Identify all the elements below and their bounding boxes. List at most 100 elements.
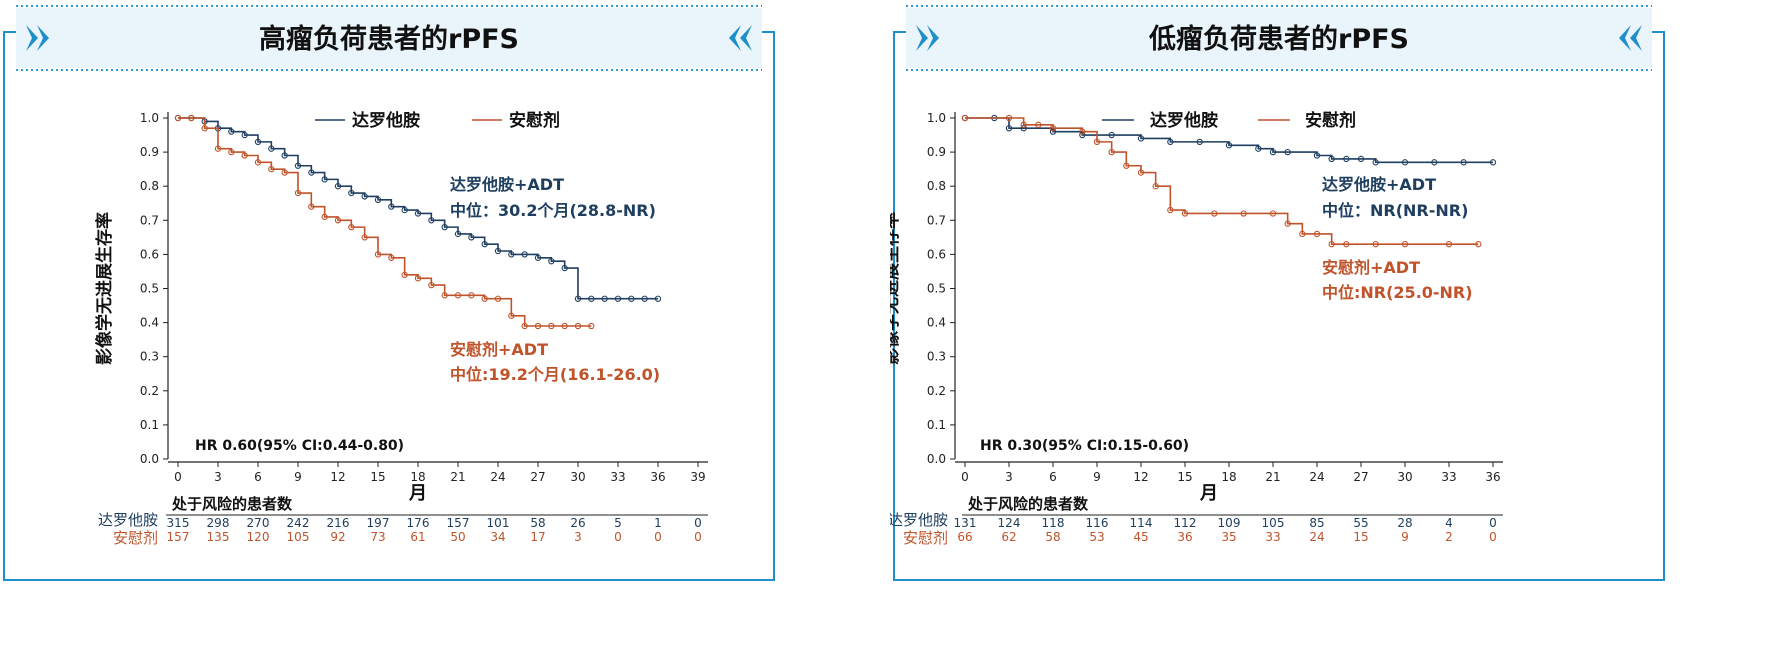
censor-mark bbox=[334, 217, 342, 224]
censor-mark bbox=[574, 295, 582, 302]
x-tick-label: 12 bbox=[1133, 470, 1148, 484]
censor-mark bbox=[1035, 121, 1042, 128]
x-tick-label: 39 bbox=[690, 470, 705, 484]
y-tick-label: 0.7 bbox=[140, 213, 159, 227]
risk-cell: 216 bbox=[327, 516, 350, 530]
risk-cell: 66 bbox=[957, 530, 972, 544]
censor-mark bbox=[1328, 241, 1335, 248]
km-chart-low-burden: 低瘤负荷患者的rPFS 0.0 0.1 0.2 0.3 0.4 0.5 0.6 0.7 0.8 0.… bbox=[890, 5, 1665, 581]
censor-mark bbox=[1284, 220, 1291, 227]
censor-mark bbox=[1313, 230, 1321, 238]
y-tick-label: 0.1 bbox=[140, 418, 159, 432]
risk-cell: 34 bbox=[490, 530, 505, 544]
x-tick-label: 3 bbox=[214, 470, 222, 484]
risk-cell: 120 bbox=[247, 530, 270, 544]
censor-mark bbox=[441, 292, 448, 299]
censor-mark bbox=[214, 145, 222, 152]
censor-mark bbox=[1445, 241, 1453, 248]
legend-label-darolutamide: 达罗他胺 bbox=[352, 110, 420, 131]
risk-cell: 114 bbox=[1130, 516, 1153, 530]
risk-cell: 17 bbox=[530, 530, 545, 544]
censor-mark bbox=[281, 152, 288, 159]
x-tick-label: 9 bbox=[1093, 470, 1101, 484]
risk-cell: 24 bbox=[1309, 530, 1324, 544]
y-tick-label: 0.7 bbox=[927, 213, 946, 227]
censor-mark bbox=[1005, 114, 1013, 122]
censor-mark bbox=[414, 210, 422, 217]
risk-cell: 0 bbox=[694, 530, 702, 544]
censor-mark bbox=[268, 145, 275, 152]
chevron-left-icon bbox=[740, 25, 752, 51]
y-tick-label: 0.3 bbox=[140, 350, 159, 364]
censor-mark bbox=[1343, 155, 1350, 163]
y-tick-label: 1.0 bbox=[927, 111, 946, 125]
censor-mark bbox=[401, 206, 408, 214]
x-tick-label: 30 bbox=[570, 470, 585, 484]
legend-label-placebo: 安慰剂 bbox=[1305, 110, 1356, 131]
censor-mark bbox=[1005, 125, 1013, 132]
x-tick-label: 6 bbox=[254, 470, 262, 484]
risk-cell: 36 bbox=[1177, 530, 1192, 544]
censor-mark bbox=[1489, 159, 1497, 166]
censor-mark bbox=[1328, 155, 1335, 163]
risk-cell: 0 bbox=[694, 516, 702, 530]
risk-cell: 58 bbox=[530, 516, 545, 530]
x-tick-label: 24 bbox=[1309, 470, 1324, 484]
censor-mark bbox=[201, 125, 208, 132]
median-label: 达罗他胺+ADT bbox=[1322, 175, 1436, 194]
risk-cell: 28 bbox=[1397, 516, 1412, 530]
censor-mark bbox=[1211, 210, 1218, 217]
censor-mark bbox=[1108, 131, 1115, 139]
y-tick-label: 1.0 bbox=[140, 111, 159, 125]
risk-cell: 197 bbox=[367, 516, 390, 530]
risk-cell: 116 bbox=[1086, 516, 1109, 530]
censor-mark bbox=[1093, 138, 1101, 146]
chart-panel-high-burden: 高瘤负荷患者的rPFS 0.0 0.1 0.2 0.3 0.4 0.5 0.6 0.7 0.8 0.… bbox=[0, 0, 873, 658]
censor-mark bbox=[361, 193, 368, 200]
censor-mark bbox=[561, 264, 568, 272]
censor-mark bbox=[1079, 128, 1086, 135]
x-tick-label: 33 bbox=[610, 470, 625, 484]
censor-mark bbox=[614, 295, 622, 302]
censor-mark bbox=[321, 176, 328, 183]
chevron-right-icon bbox=[927, 25, 939, 51]
censor-mark bbox=[1079, 131, 1086, 139]
chevron-left-icon bbox=[1619, 25, 1631, 51]
risk-table-header: 处于风险的患者数 bbox=[967, 495, 1089, 513]
y-tick-label: 0.0 bbox=[927, 452, 946, 466]
censor-mark bbox=[494, 247, 502, 255]
y-tick-label: 0.4 bbox=[927, 316, 946, 330]
censor-mark bbox=[1299, 230, 1306, 238]
risk-cell: 270 bbox=[247, 516, 270, 530]
risk-cell: 112 bbox=[1174, 516, 1197, 530]
censor-mark bbox=[1108, 148, 1115, 156]
censor-mark bbox=[628, 295, 635, 302]
x-tick-label: 15 bbox=[1177, 470, 1192, 484]
chevron-left-icon bbox=[729, 25, 741, 51]
censor-mark bbox=[374, 251, 382, 258]
header-band bbox=[16, 8, 762, 68]
censor-mark bbox=[174, 114, 182, 122]
censor-mark bbox=[1460, 159, 1467, 166]
censor-mark bbox=[521, 322, 528, 330]
y-tick-label: 0.4 bbox=[140, 316, 159, 330]
censor-mark bbox=[374, 196, 382, 203]
censor-mark bbox=[361, 234, 368, 241]
risk-cell: 101 bbox=[487, 516, 510, 530]
risk-cell: 131 bbox=[954, 516, 977, 530]
y-tick-label: 0.5 bbox=[927, 282, 946, 296]
y-tick-label: 0.8 bbox=[140, 179, 159, 193]
censor-mark bbox=[548, 258, 555, 265]
censor-mark bbox=[548, 322, 555, 330]
censor-mark bbox=[1269, 148, 1277, 156]
risk-cell: 118 bbox=[1042, 516, 1065, 530]
x-tick-label: 12 bbox=[330, 470, 345, 484]
x-tick-label: 36 bbox=[650, 470, 665, 484]
censor-mark bbox=[521, 251, 528, 258]
risk-cell: 1 bbox=[654, 516, 662, 530]
risk-cell: 33 bbox=[1265, 530, 1280, 544]
censor-mark bbox=[481, 295, 488, 302]
x-tick-label: 3 bbox=[1005, 470, 1013, 484]
censor-mark bbox=[241, 152, 248, 159]
risk-cell: 0 bbox=[614, 530, 622, 544]
